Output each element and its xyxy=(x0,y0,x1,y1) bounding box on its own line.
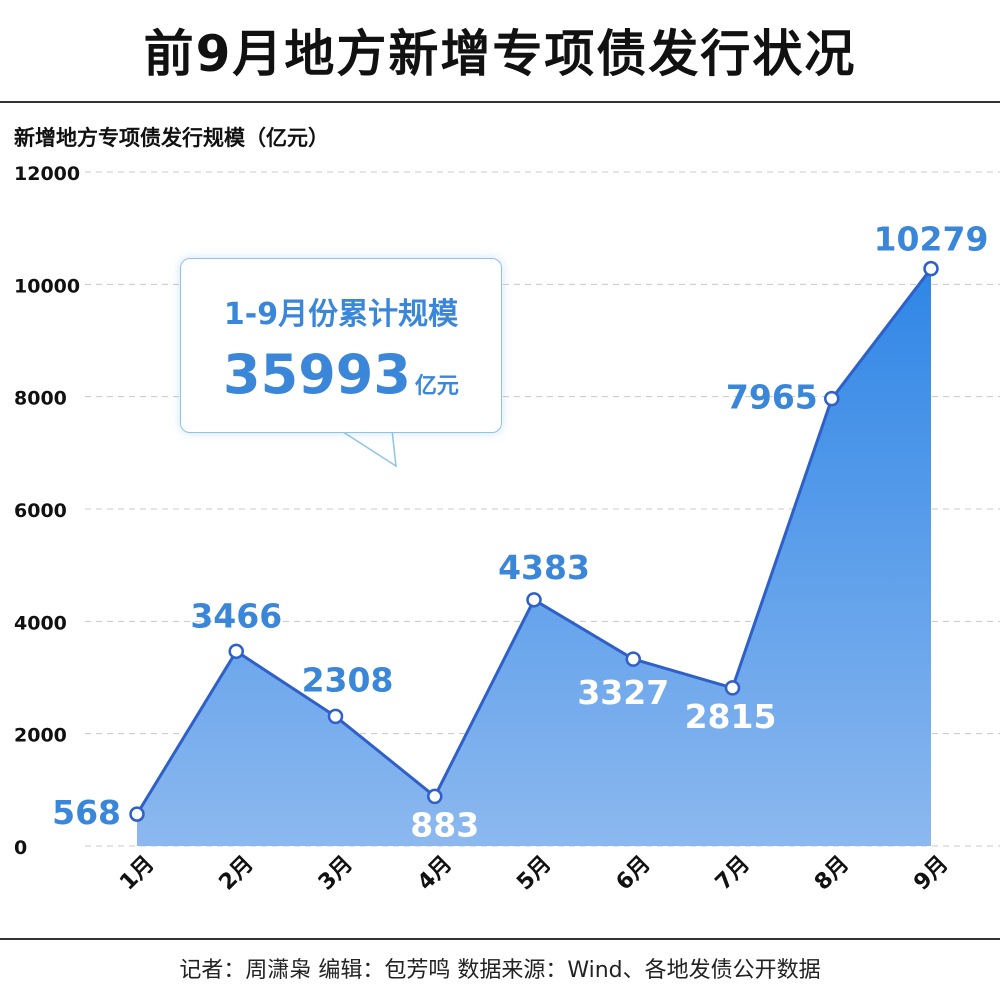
data-label: 2815 xyxy=(685,697,777,736)
x-tick-label: 9月 xyxy=(909,851,953,895)
callout-value: 35993 亿元 xyxy=(181,343,501,406)
data-point xyxy=(923,260,939,277)
page-title: 前9月地方新增专项债发行状况 xyxy=(143,25,857,83)
data-point xyxy=(526,592,542,608)
callout-unit: 亿元 xyxy=(414,374,459,399)
chart: 新增地方专项债发行规模（亿元） 0 2000 4000 6000 8000 10000 12… xyxy=(14,126,1000,895)
y-tick-label: 4000 xyxy=(14,612,67,634)
y-axis-label: 新增地方专项债发行规模（亿元） xyxy=(14,126,329,150)
callout-number: 35993 xyxy=(223,343,411,406)
y-tick-label: 10000 xyxy=(14,275,80,297)
footer-divider xyxy=(0,938,1000,940)
x-tick-label: 8月 xyxy=(810,851,854,895)
y-tick-label: 6000 xyxy=(14,500,67,522)
callout-pointer xyxy=(337,429,397,468)
x-tick-label: 4月 xyxy=(413,851,457,895)
data-point xyxy=(625,651,641,667)
data-label: 2308 xyxy=(302,660,394,699)
y-tick-label: 2000 xyxy=(14,725,67,747)
data-point xyxy=(327,708,344,725)
data-label: 4383 xyxy=(498,548,590,587)
data-label: 883 xyxy=(410,805,479,844)
x-tick-label: 3月 xyxy=(314,851,358,895)
data-point xyxy=(129,806,145,822)
data-label: 10279 xyxy=(874,220,989,259)
x-tick-label: 1月 xyxy=(115,851,159,895)
x-tick-label: 5月 xyxy=(512,851,556,895)
data-label: 3466 xyxy=(190,596,282,635)
callout-label: 1-9月份累计规模 xyxy=(223,297,459,332)
y-tick-label: 0 xyxy=(14,837,27,859)
x-tick-label: 7月 xyxy=(711,851,755,895)
data-point xyxy=(427,788,443,805)
callout-box: 1-9月份累计规模 35993 亿元 xyxy=(180,258,502,433)
area-fill xyxy=(137,268,931,846)
y-tick-label: 8000 xyxy=(14,388,67,410)
x-tick-label: 2月 xyxy=(215,851,259,895)
data-label: 7965 xyxy=(726,378,818,417)
data-label: 568 xyxy=(52,793,121,832)
data-label: 3327 xyxy=(577,673,669,712)
header-divider xyxy=(0,101,1000,103)
x-tick-label: 6月 xyxy=(612,851,656,895)
y-tick-label: 12000 xyxy=(14,163,80,185)
source-note: 记者：周潇枭 编辑：包芳鸣 数据来源：Wind、各地发债公开数据 xyxy=(179,958,821,983)
data-point xyxy=(724,680,741,696)
data-point xyxy=(824,390,840,407)
data-point xyxy=(228,643,244,660)
